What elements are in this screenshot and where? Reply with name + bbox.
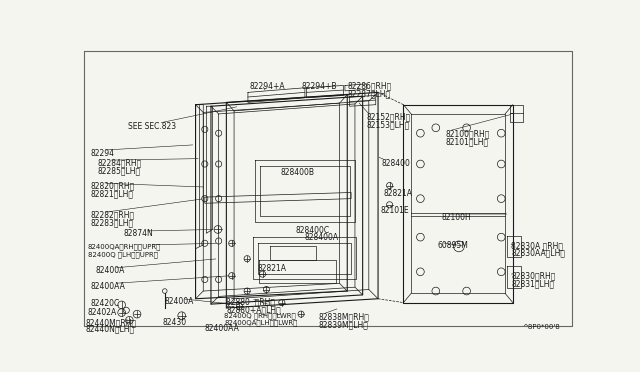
Text: 82874N: 82874N	[124, 230, 154, 238]
Text: 82821A: 82821A	[257, 264, 286, 273]
Text: 82286〈RH〉: 82286〈RH〉	[348, 81, 392, 91]
Text: 82400Q 〈LH〉〈UPR〉: 82400Q 〈LH〉〈UPR〉	[88, 251, 157, 257]
Text: 82400A: 82400A	[95, 266, 125, 275]
Text: 828400: 828400	[382, 158, 411, 168]
Text: 82839M〈LH〉: 82839M〈LH〉	[319, 320, 369, 329]
Text: 82100〈RH〉: 82100〈RH〉	[445, 129, 490, 138]
Text: 82880  〈RH〉: 82880 〈RH〉	[227, 297, 275, 306]
Text: 82400QA〈LH〉〈LWR〉: 82400QA〈LH〉〈LWR〉	[224, 320, 298, 326]
Text: 82430: 82430	[163, 318, 187, 327]
Text: 82838M〈RH〉: 82838M〈RH〉	[319, 312, 370, 322]
Text: 82400A: 82400A	[164, 297, 194, 306]
Text: 82830A 〈RH〉: 82830A 〈RH〉	[511, 241, 563, 250]
Text: 82400Q 〈RH〉〈LWR〉: 82400Q 〈RH〉〈LWR〉	[224, 312, 296, 319]
Text: 82830〈RH〉: 82830〈RH〉	[511, 272, 556, 281]
Text: 82287〈LH〉: 82287〈LH〉	[348, 89, 390, 98]
Text: 82831〈LH〉: 82831〈LH〉	[511, 279, 554, 289]
Text: 82402A: 82402A	[88, 308, 117, 317]
Text: 82294+A: 82294+A	[250, 81, 285, 91]
Text: 82294: 82294	[91, 148, 115, 158]
Text: 82294+B: 82294+B	[301, 81, 337, 91]
Text: 828400A: 828400A	[305, 233, 339, 242]
Text: 82820〈RH〉: 82820〈RH〉	[91, 182, 135, 191]
Text: 82880+A〈LH〉: 82880+A〈LH〉	[227, 305, 281, 314]
Text: 82420C: 82420C	[91, 299, 120, 308]
Text: 60895M: 60895M	[437, 241, 468, 250]
Text: 82400QA〈RH〉〈UPR〉: 82400QA〈RH〉〈UPR〉	[88, 243, 161, 250]
Text: 82830AA〈LH〉: 82830AA〈LH〉	[511, 249, 565, 258]
Text: 82282〈RH〉: 82282〈RH〉	[91, 210, 135, 219]
Text: 82821〈LH〉: 82821〈LH〉	[91, 189, 134, 198]
Text: 82285〈LH〉: 82285〈LH〉	[97, 166, 140, 175]
Text: 828400B: 828400B	[280, 168, 314, 177]
Text: 82400AA: 82400AA	[91, 282, 125, 291]
Text: SEE SEC.823: SEE SEC.823	[128, 122, 176, 131]
Text: 82284〈RH〉: 82284〈RH〉	[97, 158, 141, 168]
Text: 82440N〈LH〉: 82440N〈LH〉	[86, 324, 134, 333]
Text: 82101E: 82101E	[380, 206, 409, 215]
Text: 82153〈LH〉: 82153〈LH〉	[367, 120, 410, 129]
Text: 82152〈RH〉: 82152〈RH〉	[367, 112, 411, 121]
Text: 82101〈LH〉: 82101〈LH〉	[445, 137, 488, 146]
Text: 82400AA: 82400AA	[205, 324, 239, 333]
Text: ^8P0*00'8: ^8P0*00'8	[522, 324, 560, 330]
Text: 82283〈LH〉: 82283〈LH〉	[91, 218, 134, 227]
Text: 82821A: 82821A	[383, 189, 412, 198]
Text: 82100H: 82100H	[442, 212, 472, 221]
Text: 828400C: 828400C	[296, 225, 330, 235]
Text: 82440M〈RH〉: 82440M〈RH〉	[86, 318, 136, 327]
